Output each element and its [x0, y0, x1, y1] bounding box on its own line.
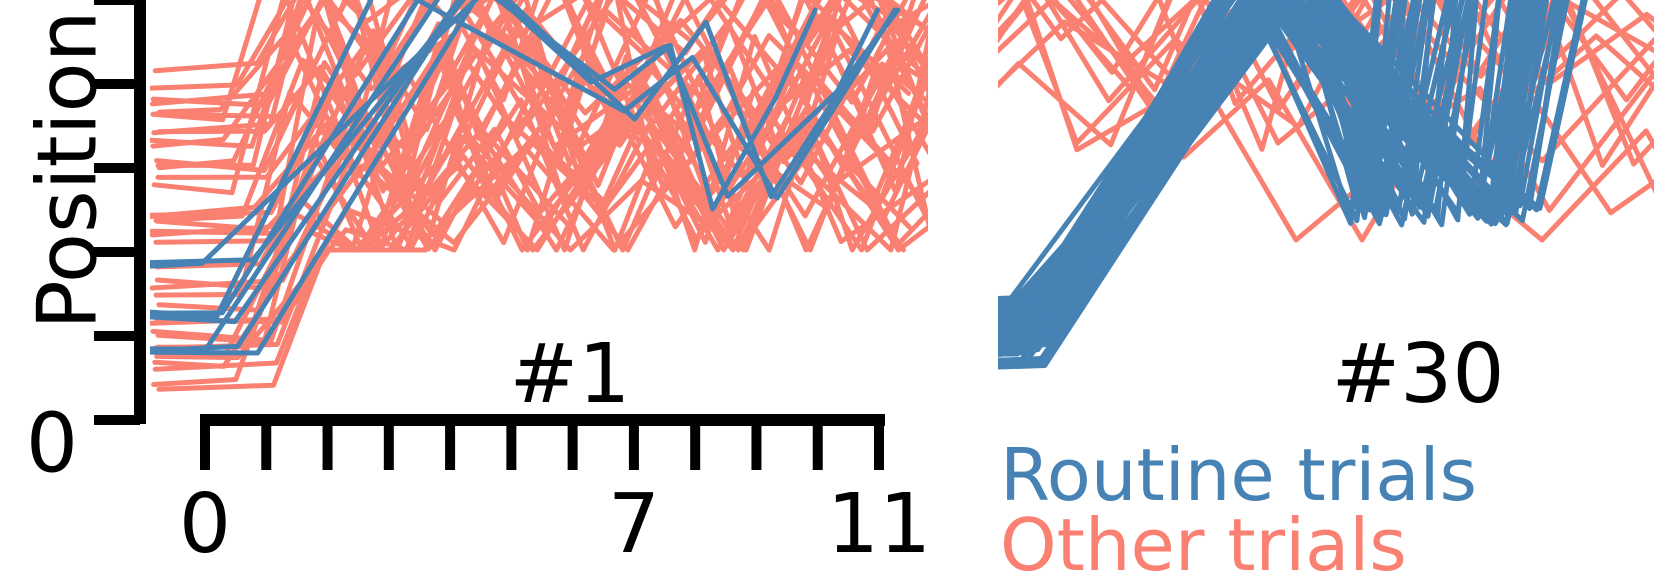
x-tick-label: 11 — [827, 477, 931, 572]
routine-trial-line — [150, 0, 421, 316]
x-tick-label: 0 — [179, 477, 231, 572]
routine-trial-line — [150, 0, 898, 319]
routine-trial-line — [998, 0, 1524, 315]
routine-trial-line — [998, 0, 1416, 370]
routine-trial-line — [998, 0, 1489, 343]
routine-trial-line — [150, 0, 480, 269]
routine-trial-line — [998, 0, 1514, 309]
legend-other-trials: Other trials — [1000, 503, 1407, 587]
routine-trial-line — [150, 0, 880, 266]
routine-trial-line — [998, 0, 1536, 352]
panel-2 — [998, 0, 1654, 370]
panel-1-plot-area — [150, 0, 928, 392]
routine-trial-line — [998, 0, 1501, 363]
routine-trial-line — [998, 0, 1542, 344]
y-tick-label: 0 — [26, 397, 78, 492]
panel-2-plot-area — [998, 0, 1654, 370]
other-trial-line — [156, 58, 928, 253]
routine-trial-line — [998, 0, 1561, 356]
other-trial-line — [156, 0, 928, 176]
y-axis — [94, 0, 146, 425]
panel-1 — [150, 0, 928, 392]
routine-trial-line — [998, 0, 1402, 306]
x-tick-label: 7 — [608, 477, 660, 572]
routine-trial-line — [998, 0, 1545, 325]
other-trial-line — [150, 0, 928, 192]
other-trial-line — [1024, 0, 1654, 243]
y-axis-label: Position — [21, 10, 116, 329]
panel-1-title: #1 — [510, 327, 631, 422]
panel-2-title: #30 — [1331, 327, 1504, 422]
other-trial-line — [150, 0, 928, 162]
other-trial-line — [150, 0, 927, 191]
routine-trial-line — [998, 0, 1543, 334]
x-axis: 0 7 11 — [179, 414, 931, 572]
other-trial-line — [153, 0, 928, 253]
legend-routine-trials: Routine trials — [1000, 433, 1477, 517]
other-trial-line — [150, 118, 928, 326]
routine-trial-line — [998, 0, 1517, 341]
routine-trial-line — [998, 0, 1404, 351]
routine-trial-line — [998, 0, 1502, 332]
routine-trial-line — [150, 0, 818, 325]
routine-trial-line — [150, 0, 901, 356]
